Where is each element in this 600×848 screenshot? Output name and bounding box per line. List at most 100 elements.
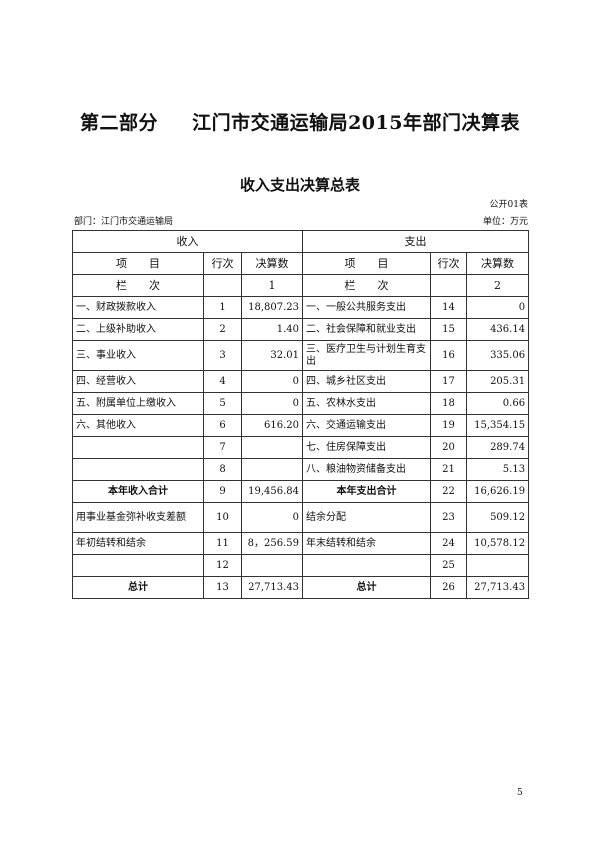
table-row: 三、事业收入 3 32.01 三、医疗卫生与计划生育支出 16 335.06 [72, 340, 530, 371]
income-row-number: 12 [203, 554, 242, 577]
table-row: 四、经营收入 4 0 四、城乡社区支出 17 205.31 [72, 370, 530, 393]
income-item [72, 458, 204, 481]
income-item: 一、财政拨款收入 [72, 296, 204, 319]
income-amount [240, 554, 304, 577]
column-number-row: 栏 次 1 栏 次 2 [72, 274, 530, 297]
income-amount: 32.01 [240, 340, 304, 371]
expense-row-number: 20 [430, 436, 468, 459]
expense-amount: 0 [466, 296, 530, 319]
income-row-number: 2 [203, 318, 242, 341]
department-label: 部门：江门市交通运输局 [74, 217, 174, 227]
income-row-number: 10 [203, 502, 242, 533]
income-row-number: 4 [203, 370, 242, 393]
expense-amount [466, 554, 530, 577]
expense-amount: 5.13 [466, 458, 530, 481]
income-amount: 18,807.23 [240, 296, 304, 319]
table-row: 7 七、住房保障支出 20 289.74 [72, 436, 530, 459]
section-header-row: 收入 支出 [71, 230, 530, 253]
expense-amount: 509.12 [466, 502, 530, 533]
expense-amount: 205.31 [466, 370, 530, 393]
expense-amount: 0.66 [466, 392, 530, 415]
expense-amount: 436.14 [466, 318, 530, 341]
table-title: 收入支出决算总表 [239, 176, 360, 194]
income-amount: 0 [240, 392, 304, 415]
table-row: 本年收入合计 9 19,456.84 本年支出合计 22 16,626.19 [72, 480, 530, 503]
income-amount [240, 436, 304, 459]
income-item: 四、经营收入 [72, 370, 204, 393]
column-header-row: 项 目 行次 决算数 项 目 行次 决算数 [72, 252, 530, 275]
income-amount: 0 [240, 370, 304, 393]
income-expense-table: 收入 支出 项 目 行次 决算数 项 目 行次 决算数 栏 次 1 栏 次 2 … [71, 230, 530, 599]
expense-item: 二、社会保障和就业支出 [302, 318, 432, 341]
expense-amount-header: 决算数 [466, 252, 530, 275]
expense-row-number: 19 [430, 414, 468, 437]
expense-row-number: 23 [430, 502, 468, 533]
income-amount: 1.40 [240, 318, 304, 341]
empty-cell [203, 274, 242, 297]
income-item-header: 项 目 [72, 252, 204, 275]
expense-header: 支出 [302, 230, 530, 253]
expense-item: 本年支出合计 [302, 480, 432, 503]
income-item: 二、上级补助收入 [72, 318, 204, 341]
table-row: 8 八、粮油物资储备支出 21 5.13 [72, 458, 530, 481]
table-row: 五、附属单位上缴收入 5 0 五、农林水支出 18 0.66 [72, 392, 530, 415]
expense-item: 五、农林水支出 [302, 392, 432, 415]
expense-item: 一、一般公共服务支出 [302, 296, 432, 319]
expense-row-number: 18 [430, 392, 468, 415]
table-row: 用事业基金弥补收支差额 10 0 结余分配 23 509.12 [72, 502, 530, 533]
expense-row-number: 21 [430, 458, 468, 481]
expense-row-number: 17 [430, 370, 468, 393]
table-row: 年初结转和结余 11 8，256.59 年末结转和结余 24 10,578.12 [72, 532, 530, 555]
expense-row-number: 24 [430, 532, 468, 555]
table-row: 二、上级补助收入 2 1.40 二、社会保障和就业支出 15 436.14 [72, 318, 530, 341]
title-part: 第二部分 [80, 112, 159, 134]
expense-row-number: 15 [430, 318, 468, 341]
income-item: 六、其他收入 [72, 414, 204, 437]
income-amount: 616.20 [240, 414, 304, 437]
expense-rowno-header: 行次 [430, 252, 468, 275]
income-row-number: 6 [203, 414, 242, 437]
income-row-number: 5 [203, 392, 242, 415]
expense-item: 八、粮油物资储备支出 [302, 458, 432, 481]
income-item: 年初结转和结余 [72, 532, 204, 555]
form-number: 公开01表 [489, 200, 528, 210]
income-item [72, 554, 204, 577]
income-header: 收入 [71, 230, 304, 253]
income-row-number: 8 [203, 458, 242, 481]
income-item: 总计 [72, 576, 204, 599]
income-amount-header: 决算数 [240, 252, 304, 275]
expense-item: 六、交通运输支出 [302, 414, 432, 437]
expense-amount: 15,354.15 [466, 414, 530, 437]
income-amount: 27,713.43 [240, 576, 304, 599]
expense-column-label: 栏 次 [302, 274, 432, 297]
income-amount: 8，256.59 [240, 532, 304, 555]
expense-item: 四、城乡社区支出 [302, 370, 432, 393]
page-title: 第二部分 江门市交通运输局2015年部门决算表 [0, 108, 600, 135]
expense-amount: 16,626.19 [466, 480, 530, 503]
expense-amount: 335.06 [466, 340, 530, 371]
table-row: 总计 13 27,713.43 总计 26 27,713.43 [72, 576, 530, 599]
income-row-number: 3 [203, 340, 242, 371]
income-item: 用事业基金弥补收支差额 [72, 502, 204, 533]
income-row-number: 13 [203, 576, 242, 599]
expense-item: 三、医疗卫生与计划生育支出 [302, 340, 432, 371]
expense-row-number: 14 [430, 296, 468, 319]
income-row-number: 11 [203, 532, 242, 555]
expense-row-number: 22 [430, 480, 468, 503]
income-rowno-header: 行次 [203, 252, 242, 275]
expense-row-number: 26 [430, 576, 468, 599]
table-row: 六、其他收入 6 616.20 六、交通运输支出 19 15,354.15 [72, 414, 530, 437]
expense-amount: 289.74 [466, 436, 530, 459]
income-row-number: 7 [203, 436, 242, 459]
table-row: 12 25 [72, 554, 530, 577]
income-item: 三、事业收入 [72, 340, 204, 371]
expense-amount: 27,713.43 [466, 576, 530, 599]
income-row-number: 9 [203, 480, 242, 503]
table-row: 一、财政拨款收入 1 18,807.23 一、一般公共服务支出 14 0 [72, 296, 530, 319]
income-column-number: 1 [240, 274, 304, 297]
expense-row-number: 16 [430, 340, 468, 371]
income-row-number: 1 [203, 296, 242, 319]
income-amount: 0 [240, 502, 304, 533]
unit-label: 单位：万元 [482, 217, 528, 227]
expense-amount: 10,578.12 [466, 532, 530, 555]
